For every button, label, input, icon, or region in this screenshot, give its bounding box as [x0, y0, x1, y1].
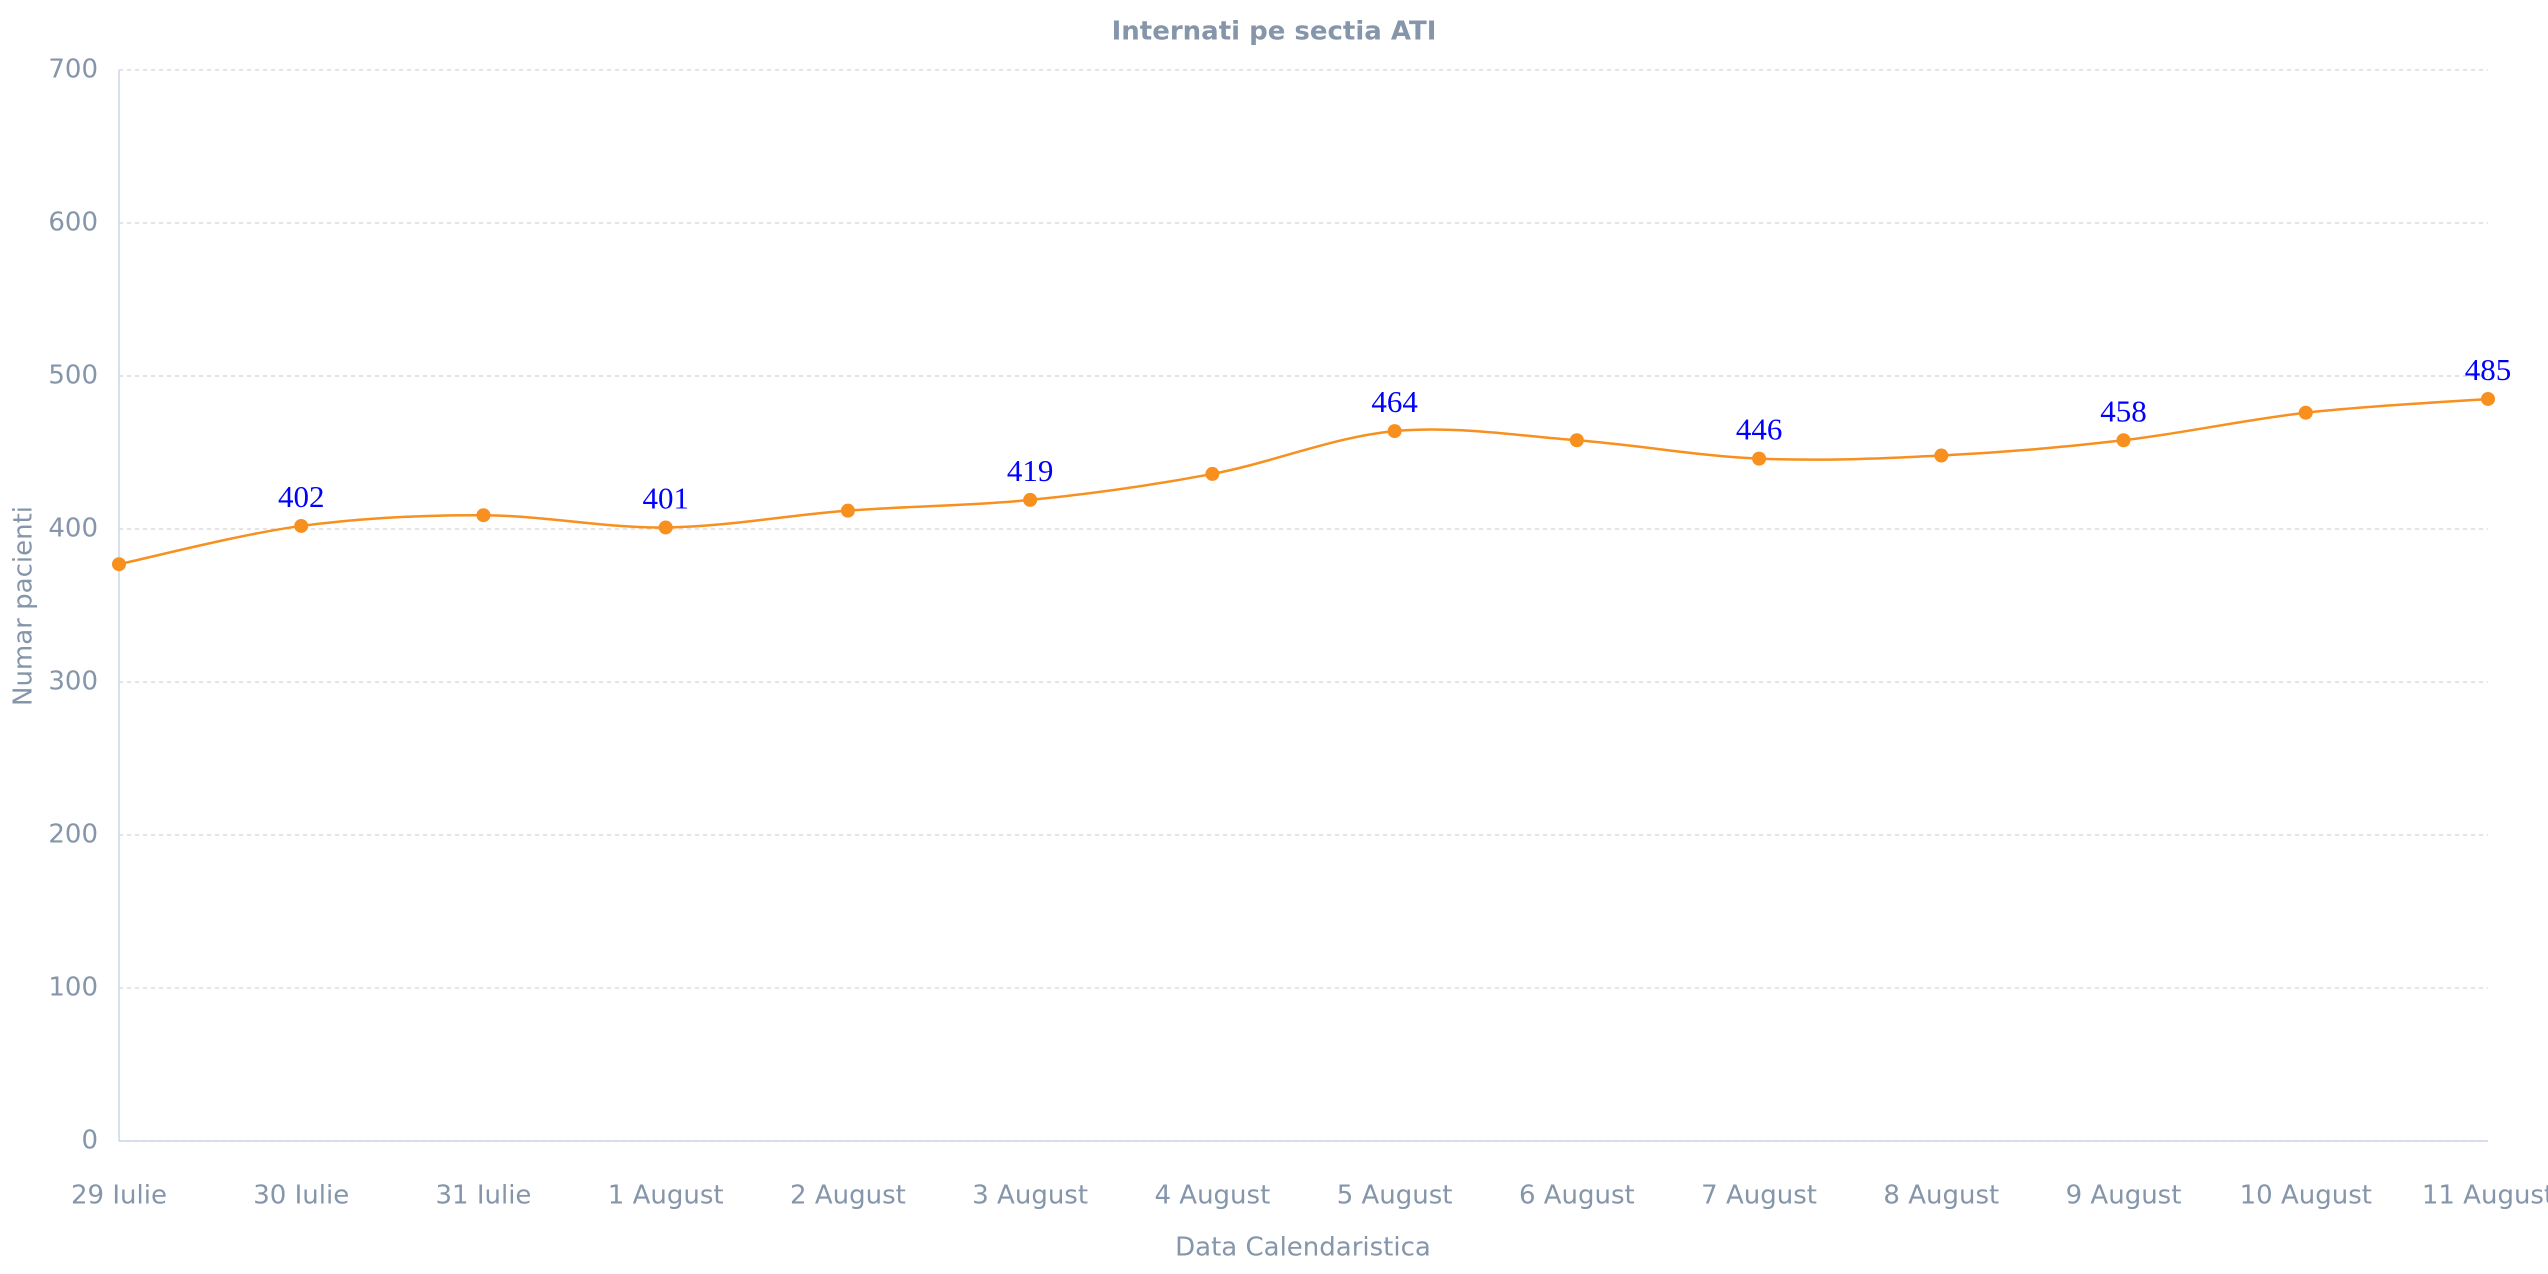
x-tick-label: 4 August [1154, 1181, 1270, 1211]
value-label: 419 [1007, 453, 1054, 488]
y-tick-label: 300 [48, 667, 98, 697]
x-tick-label: 5 August [1337, 1181, 1453, 1211]
y-tick-label: 200 [48, 820, 98, 850]
point [840, 503, 855, 518]
x-tick-label: 7 August [1701, 1181, 1817, 1211]
value-label: 402 [278, 479, 325, 514]
y-tick-label: 100 [48, 973, 98, 1003]
point [1205, 466, 1220, 481]
value-label: 485 [2465, 352, 2512, 387]
x-tick-label: 3 August [972, 1181, 1088, 1211]
point [2481, 391, 2495, 406]
point [1023, 492, 1038, 507]
y-tick-label: 0 [81, 1126, 98, 1156]
x-axis-title: Data Calendaristica [1175, 1233, 1431, 1263]
x-tick-label: 1 August [608, 1181, 724, 1211]
y-tick-label: 400 [48, 514, 98, 544]
point [1752, 451, 1767, 466]
y-tick-label: 500 [48, 361, 98, 391]
point [658, 520, 673, 535]
point [1934, 448, 1949, 463]
chart-title: Internati pe sectia ATI [1112, 17, 1437, 47]
value-label: 401 [642, 481, 689, 516]
x-tick-label: 2 August [790, 1181, 906, 1211]
value-label: 458 [2100, 393, 2147, 428]
y-tick-label: 700 [48, 55, 98, 85]
series-line [118, 397, 2489, 566]
x-tick-label: 10 August [2240, 1181, 2372, 1211]
point [294, 518, 309, 533]
x-tick-label: 9 August [2066, 1181, 2182, 1211]
point [1387, 424, 1402, 439]
point [1569, 433, 1584, 448]
x-tick-label: 29 Iulie [71, 1181, 167, 1211]
value-label: 464 [1371, 384, 1418, 419]
x-tick-label: 11 August [2422, 1181, 2548, 1211]
x-tick-label: 6 August [1519, 1181, 1635, 1211]
x-tick-label: 31 Iulie [435, 1181, 531, 1211]
y-axis-title: Numar pacienti [9, 506, 39, 706]
point [476, 508, 491, 523]
x-tick-label: 30 Iulie [253, 1181, 349, 1211]
point [112, 557, 126, 572]
y-tick-label: 600 [48, 208, 98, 238]
point [2116, 433, 2131, 448]
point [2298, 405, 2313, 420]
value-label: 446 [1736, 412, 1783, 447]
x-tick-label: 8 August [1883, 1181, 1999, 1211]
